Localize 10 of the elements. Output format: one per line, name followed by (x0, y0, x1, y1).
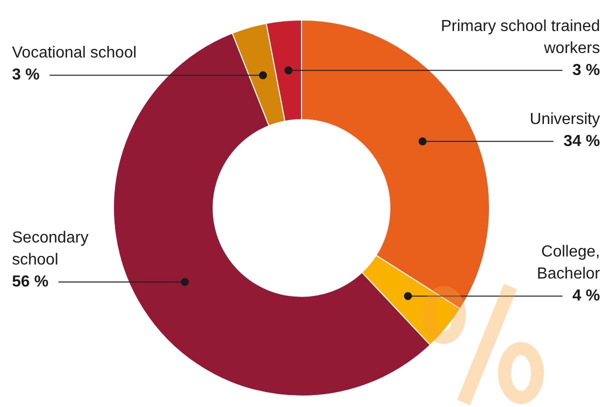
slice-label: Secondary school (12, 229, 88, 268)
slice-label: College, Bachelor (536, 243, 601, 282)
slice-label: University (530, 110, 600, 128)
data-label: 3 % (12, 66, 40, 84)
data-label: 56 % (12, 273, 48, 290)
slice-label: Primary school trained workers (440, 18, 600, 57)
data-label: 3 % (572, 62, 600, 79)
data-label: 34 % (564, 132, 600, 150)
data-label: 4 % (572, 287, 600, 304)
slice-label: Vocational school (12, 44, 137, 62)
